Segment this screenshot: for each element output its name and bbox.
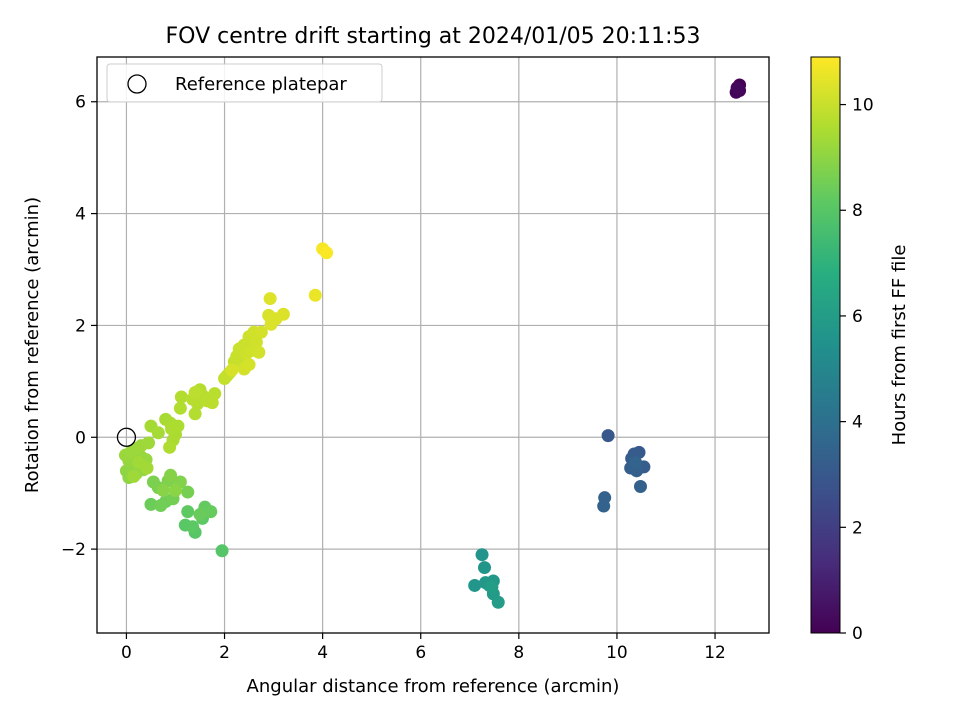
scatter-point (146, 475, 160, 489)
x-tick-label: 8 (513, 643, 524, 663)
scatter-point (276, 307, 290, 321)
colorbar-label: Hours from first FF file (889, 245, 910, 446)
scatter-point (597, 499, 611, 513)
legend-entry-label: Reference platepar (175, 74, 347, 95)
scatter-point (491, 595, 505, 609)
scatter-point (475, 548, 489, 562)
scatter-point (478, 561, 492, 575)
colorbar-tick-label: 0 (852, 624, 863, 644)
x-tick-label: 10 (606, 643, 628, 663)
scatter-point (144, 497, 158, 511)
scatter-point (252, 345, 266, 359)
scatter-point (205, 396, 219, 410)
scatter-point (215, 544, 229, 558)
scatter-points (118, 78, 747, 609)
scatter-point (730, 81, 744, 95)
scatter-point (173, 401, 187, 415)
scatter-point (249, 335, 263, 349)
scatter-point (181, 485, 195, 499)
scatter-point (193, 507, 207, 521)
scatter-point (308, 288, 322, 302)
y-tick-label: 0 (75, 428, 86, 448)
scatter-point (320, 246, 334, 260)
scatter-point (204, 505, 218, 519)
scatter-point (629, 455, 643, 469)
scatter-point (142, 436, 156, 450)
y-tick-label: −2 (61, 540, 86, 560)
scatter-point (164, 468, 178, 482)
y-axis-ticks: −2 0 2 4 6 (61, 93, 97, 560)
chart-title: FOV centre drift starting at 2024/01/05 … (166, 24, 701, 49)
scatter-point (485, 580, 499, 594)
x-tick-label: 12 (704, 643, 726, 663)
scatter-point (127, 469, 141, 483)
scatter-point (468, 578, 482, 592)
plot-frame (96, 56, 770, 634)
y-tick-label: 4 (75, 205, 86, 225)
scatter-point (154, 498, 168, 512)
legend-marker (127, 74, 147, 94)
colorbar-tick-label: 8 (852, 201, 863, 221)
colorbar-tick-label: 4 (852, 413, 863, 433)
colorbar-tick-label: 10 (852, 96, 874, 116)
y-tick-label: 6 (75, 93, 86, 113)
colorbar-ticks: 0 2 4 6 8 10 (840, 96, 874, 644)
scatter-point (263, 292, 277, 306)
scatter-point (174, 390, 188, 404)
scatter-point (254, 325, 268, 339)
colorbar (810, 56, 841, 634)
scatter-point (171, 419, 185, 433)
scatter-point (151, 426, 165, 440)
x-tick-label: 0 (121, 643, 132, 663)
scatter-point (181, 505, 195, 519)
scatter-point (140, 461, 154, 475)
legend-box (106, 63, 383, 103)
scatter-point (188, 407, 202, 421)
scatter-point (188, 386, 202, 400)
y-axis-label: Rotation from reference (arcmin) (22, 197, 43, 493)
scatter-point (163, 440, 177, 454)
scatter-point (225, 363, 239, 377)
colorbar-tick-label: 2 (852, 518, 863, 538)
x-tick-label: 2 (219, 643, 230, 663)
scatter-point (633, 479, 647, 493)
reference-platepar-marker (116, 427, 137, 447)
scatter-point (601, 429, 615, 443)
x-tick-label: 6 (415, 643, 426, 663)
scatter-point (168, 483, 182, 497)
legend: Reference platepar (106, 63, 383, 103)
x-axis-ticks: 0 2 4 6 8 10 12 (121, 633, 726, 663)
y-tick-label: 2 (75, 316, 86, 336)
colorbar-tick-label: 6 (852, 307, 863, 327)
scatter-point (242, 358, 256, 372)
scatter-point (186, 520, 200, 534)
x-axis-label: Angular distance from reference (arcmin) (247, 676, 620, 697)
x-tick-label: 4 (317, 643, 328, 663)
grid-lines (97, 57, 769, 633)
scatter-point (156, 483, 170, 497)
